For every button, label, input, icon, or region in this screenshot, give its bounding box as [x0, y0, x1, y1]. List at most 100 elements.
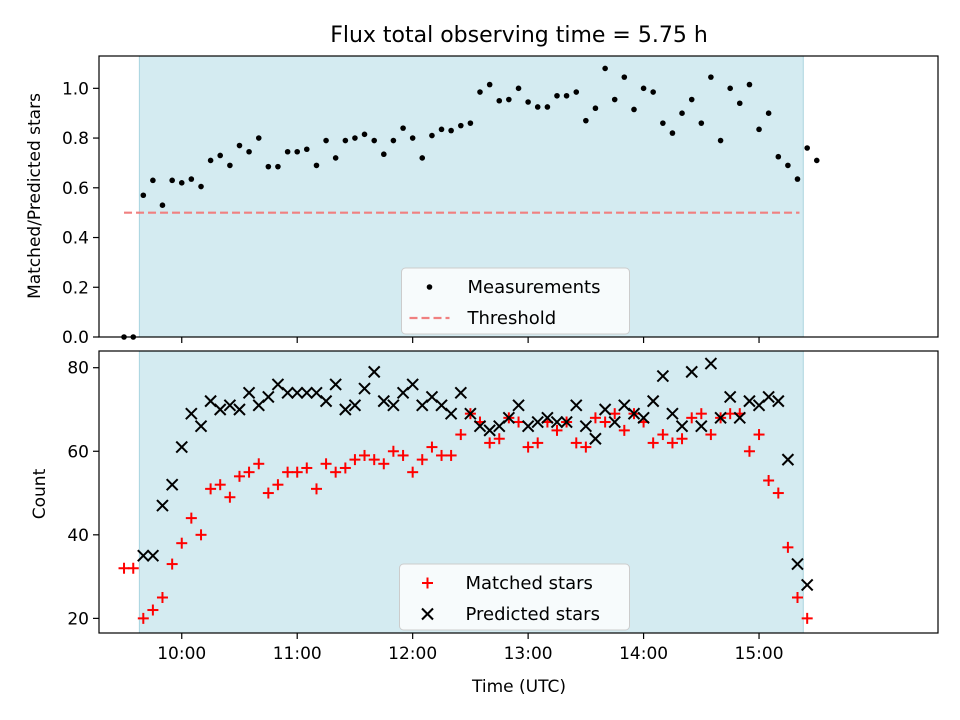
y-tick-label: 0.4 [62, 229, 89, 249]
measurement-point [611, 96, 618, 103]
predicted-star-point [406, 378, 419, 391]
predicted-star-point [358, 382, 371, 395]
legend-label: Measurements [468, 277, 601, 298]
matched-star-point [147, 604, 159, 616]
matched-star-point [493, 433, 505, 445]
axes-frame [98, 55, 939, 338]
measurement-point [400, 125, 406, 131]
matched-star-point [589, 412, 601, 424]
predicted-star-point [348, 399, 362, 412]
measurement-point [429, 132, 435, 139]
x-tick-label: 11:00 [273, 644, 322, 664]
predicted-star-point [300, 386, 313, 399]
matched-star-point [185, 512, 197, 524]
measurement-point [640, 85, 647, 92]
measurement-point [371, 137, 378, 144]
matched-star-point [686, 412, 698, 424]
predicted-star-point [387, 399, 400, 412]
predicted-star-point [685, 365, 698, 379]
predicted-star-point [473, 419, 487, 433]
matched-star-point [647, 437, 659, 449]
matched-star-point [118, 562, 130, 574]
matched-star-point [791, 591, 803, 603]
matched-star-point [156, 591, 168, 603]
y-tick-label: 60 [67, 442, 89, 462]
matched-star-point [580, 441, 592, 453]
measurement-point [477, 89, 483, 95]
predicted-star-point [579, 419, 593, 433]
measurement-point [554, 92, 560, 99]
matched-star-point [310, 483, 322, 495]
matched-star-point [397, 449, 409, 461]
measurement-point [775, 153, 782, 160]
bottom-legend: Matched stars Predicted stars [399, 563, 630, 631]
measurement-point [631, 106, 637, 113]
matched-star-point [166, 558, 178, 570]
predicted-star-point [290, 386, 304, 399]
matched-star-point [705, 429, 717, 441]
predicted-star-point [512, 399, 525, 412]
predicted-star-point [146, 549, 160, 562]
predicted-star-point [589, 432, 602, 445]
measurement-point [361, 131, 368, 138]
matched-star-point [272, 479, 284, 491]
y-tick-label: 20 [67, 609, 89, 629]
measurement-point [765, 110, 772, 116]
measurement-point [534, 104, 541, 110]
matched-star-point [387, 445, 399, 457]
y-tick-label: 0.6 [62, 179, 89, 199]
y-tick-label: 0.0 [62, 328, 89, 348]
y-tick-label: 0.2 [62, 278, 89, 298]
matched-star-point [349, 454, 361, 466]
matched-star-point [724, 408, 736, 420]
predicted-star-point [762, 390, 775, 404]
bottom-y-axis-label: Count [30, 468, 50, 519]
measurement-point [284, 148, 291, 155]
measurement-point [227, 162, 233, 169]
predicted-star-point [695, 419, 708, 433]
matched-star-point [532, 437, 544, 449]
x-axis-label: Time (UTC) [471, 677, 566, 697]
measurement-point [679, 110, 685, 116]
predicted-star-point [281, 386, 294, 399]
matched-star-point [137, 612, 149, 624]
flux-ratio-panel: Flux total observing time = 5.75 h 0.0 0.… [25, 23, 939, 348]
measurement-point [583, 117, 589, 124]
predicted-star-point [781, 453, 795, 466]
measurement-point [381, 151, 387, 158]
predicted-star-point [791, 557, 804, 571]
legend-x-marker [421, 607, 434, 621]
matched-star-point [522, 441, 534, 453]
measurement-point [217, 152, 223, 159]
top-y-axis-label: Matched/Predicted stars [25, 93, 45, 299]
measurement-point [515, 85, 522, 92]
measurement-point [525, 99, 531, 105]
matched-star-point [763, 475, 775, 487]
predicted-star-point [242, 386, 256, 399]
measurement-point [448, 127, 454, 134]
measurement-point [150, 177, 156, 184]
measurement-point [698, 120, 705, 126]
measurement-point [390, 137, 397, 144]
measurement-point [785, 162, 791, 169]
measurement-point [506, 96, 512, 103]
matched-star-point [513, 416, 525, 428]
x-tick-label: 13:00 [504, 644, 553, 664]
matched-star-point [599, 416, 611, 428]
matched-star-point [416, 454, 428, 466]
matched-star-point [570, 437, 582, 449]
matched-star-point [127, 562, 139, 574]
predicted-star-point [464, 407, 477, 420]
y-tick-label: 1.0 [62, 79, 89, 99]
predicted-star-point [165, 478, 179, 491]
predicted-star-point [733, 411, 746, 425]
matched-star-point [282, 466, 294, 478]
measurement-point [660, 120, 666, 126]
chart-title: Flux total observing time = 5.75 h [330, 23, 708, 48]
measurement-point [207, 157, 214, 164]
measurement-point [255, 135, 262, 141]
measurement-point [736, 100, 743, 107]
predicted-star-point [502, 411, 516, 425]
matched-star-point [330, 466, 342, 478]
